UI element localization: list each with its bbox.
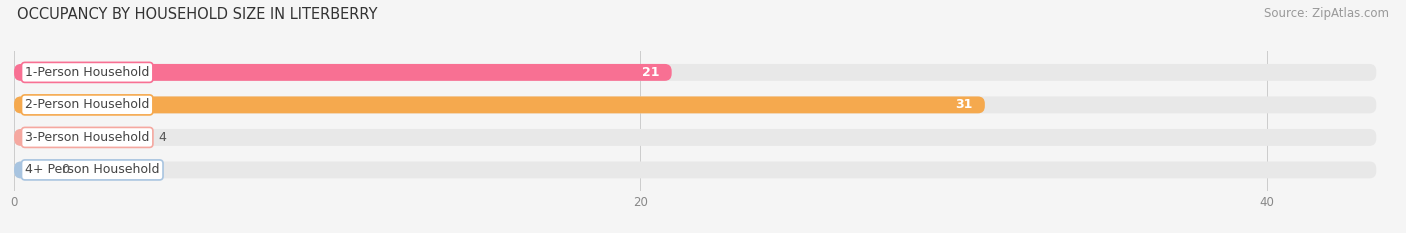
Text: 0: 0 <box>60 163 69 176</box>
Text: 31: 31 <box>955 98 973 111</box>
FancyBboxPatch shape <box>14 64 672 81</box>
Text: OCCUPANCY BY HOUSEHOLD SIZE IN LITERBERRY: OCCUPANCY BY HOUSEHOLD SIZE IN LITERBERR… <box>17 7 377 22</box>
FancyBboxPatch shape <box>14 96 1376 113</box>
FancyBboxPatch shape <box>14 96 984 113</box>
Text: 1-Person Household: 1-Person Household <box>25 66 149 79</box>
Text: 4: 4 <box>157 131 166 144</box>
Text: Source: ZipAtlas.com: Source: ZipAtlas.com <box>1264 7 1389 20</box>
FancyBboxPatch shape <box>14 129 139 146</box>
Text: 2-Person Household: 2-Person Household <box>25 98 149 111</box>
Text: 3-Person Household: 3-Person Household <box>25 131 149 144</box>
Text: 4+ Person Household: 4+ Person Household <box>25 163 159 176</box>
FancyBboxPatch shape <box>14 64 1376 81</box>
FancyBboxPatch shape <box>14 161 42 178</box>
Text: 21: 21 <box>641 66 659 79</box>
FancyBboxPatch shape <box>14 129 1376 146</box>
FancyBboxPatch shape <box>14 161 1376 178</box>
